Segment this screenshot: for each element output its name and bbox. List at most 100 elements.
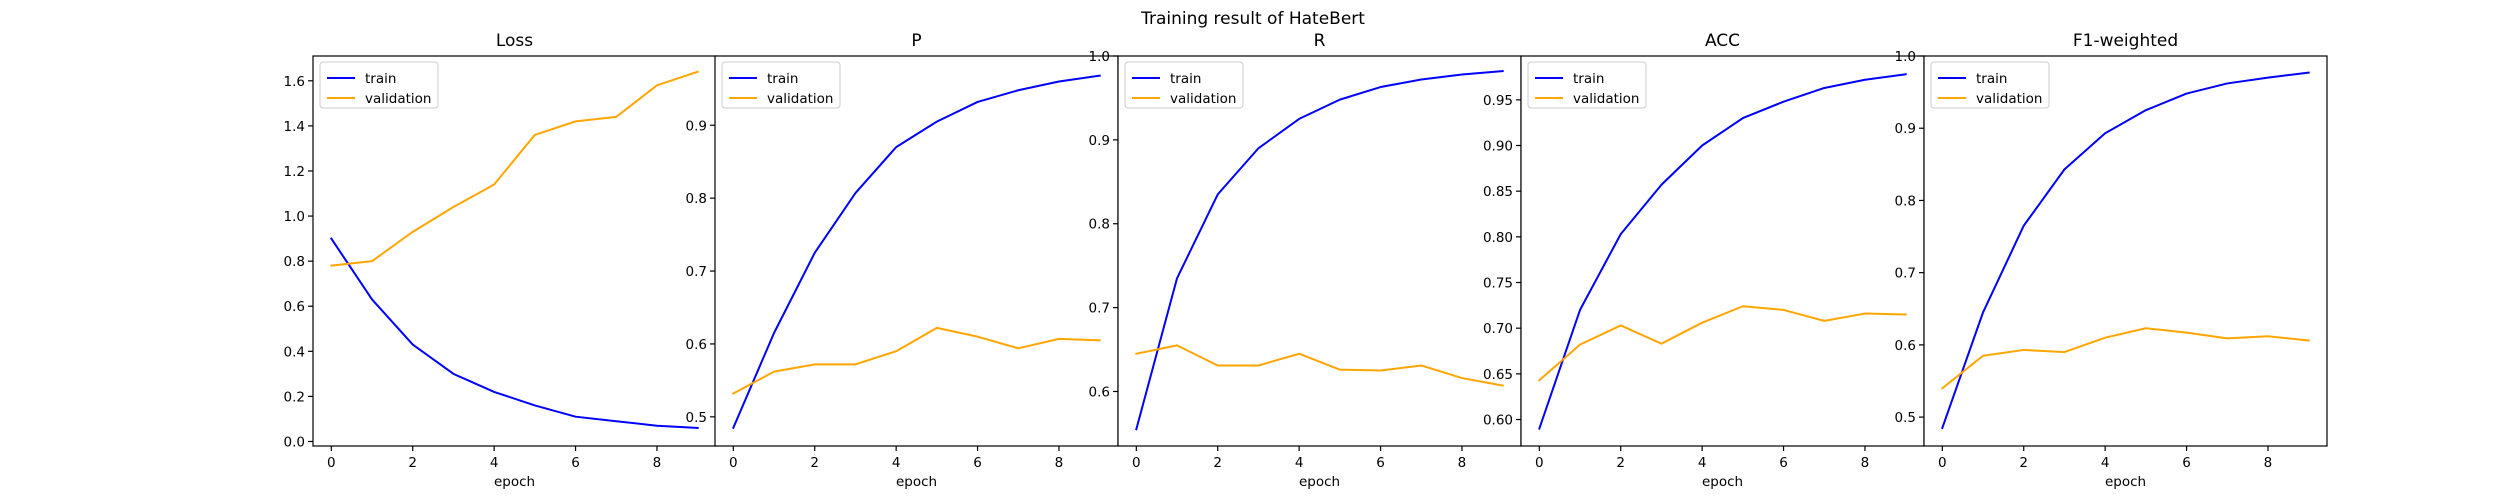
y-tick-label: 0.60 — [1483, 413, 1513, 429]
legend-box — [1124, 61, 1244, 109]
plot-area-acc — [1521, 56, 1924, 446]
x-tick-label: 4 — [1698, 455, 1707, 471]
y-tick-label: 0.8 — [1895, 193, 1916, 209]
series-line-validation-f1-weighted — [1940, 327, 2310, 390]
x-tick-label: 2 — [1616, 455, 1625, 471]
legend-loss: train validation — [319, 61, 439, 109]
x-tick-label: 2 — [810, 455, 819, 471]
y-tick-label: 1.4 — [284, 119, 305, 135]
legend-box — [721, 61, 841, 109]
x-tick-label: 2 — [1213, 455, 1222, 471]
x-tick-label: 4 — [892, 455, 901, 471]
subplot-title: Loss — [496, 31, 533, 51]
y-tick-label: 0.70 — [1483, 321, 1513, 337]
y-tick-label: 0.75 — [1483, 276, 1513, 292]
x-tick-label: 8 — [1458, 455, 1467, 471]
x-tick-label: 0 — [327, 455, 336, 471]
legend-box — [1527, 61, 1647, 109]
y-tick-label: 0.4 — [284, 344, 305, 360]
y-tick-label: 0.5 — [1895, 410, 1916, 426]
axes-frame-f1-weighted — [1923, 55, 2328, 447]
plot-area-f1-weighted — [1924, 56, 2327, 446]
x-axis-label: epoch — [1299, 474, 1340, 490]
y-tick-label: 0.80 — [1483, 230, 1513, 246]
y-tick-label: 0.7 — [686, 264, 707, 280]
figure-title: Training result of HateBert — [1140, 9, 1365, 29]
y-tick-label: 0.9 — [686, 118, 707, 134]
y-tick-label: 0.0 — [284, 434, 305, 450]
series-line-train-acc — [1538, 73, 1907, 430]
subplot-title: F1-weighted — [2073, 31, 2178, 51]
x-tick-label: 6 — [1779, 455, 1788, 471]
legend-label-train: train — [365, 71, 396, 87]
y-tick-label: 1.6 — [284, 74, 305, 90]
plot-area-p — [715, 56, 1118, 446]
y-tick-label: 0.6 — [686, 337, 707, 353]
plot-area-r — [1118, 56, 1521, 446]
legend-f1-weighted: train validation — [1930, 61, 2050, 109]
legend-label-train: train — [1573, 71, 1604, 87]
x-tick-label: 4 — [1295, 455, 1304, 471]
x-tick-label: 6 — [2182, 455, 2191, 471]
y-tick-label: 0.8 — [284, 254, 305, 270]
subplot-loss: 0 2 4 6 8 0.0 0.2 0.4 0.6 0.8 1.0 1.2 1.4 1.6 Loss epoc… — [284, 31, 717, 490]
legend-label-train: train — [1976, 71, 2007, 87]
y-tick-label: 0.85 — [1483, 184, 1513, 200]
series-line-validation-r — [1135, 344, 1504, 387]
y-tick-label: 0.8 — [1089, 217, 1110, 233]
x-tick-label: 8 — [1055, 455, 1064, 471]
subplot-f1-weighted: 0 2 4 6 8 0.5 0.6 0.7 0.8 0.9 1.0 F1-weighted epoch t… — [1895, 31, 2328, 490]
legend-acc: train validation — [1527, 61, 1647, 109]
y-tick-label: 1.2 — [284, 164, 305, 180]
x-tick-label: 4 — [490, 455, 499, 471]
x-tick-label: 8 — [653, 455, 662, 471]
legend-label-validation: validation — [365, 91, 431, 107]
y-tick-label: 0.6 — [284, 299, 305, 315]
series-line-validation-acc — [1537, 305, 1907, 382]
series-line-train-p — [732, 74, 1101, 430]
plot-area-loss — [313, 56, 716, 446]
legend-label-validation: validation — [1976, 91, 2042, 107]
x-tick-label: 6 — [1376, 455, 1385, 471]
series-line-train-loss — [329, 237, 699, 430]
y-tick-label: 0.6 — [1089, 384, 1110, 400]
subplot-title: ACC — [1705, 31, 1740, 51]
subplot-acc: 0 2 4 6 8 0.60 0.65 0.70 0.75 0.80 0.85 0.90 0.95 ACC… — [1483, 31, 1925, 490]
legend-p: train validation — [721, 61, 841, 109]
series-line-train-r — [1135, 70, 1504, 431]
series-line-validation-p — [731, 326, 1101, 395]
y-tick-label: 0.7 — [1089, 301, 1110, 317]
legend-label-validation: validation — [767, 91, 833, 107]
x-tick-label: 0 — [1535, 455, 1544, 471]
legend-label-train: train — [767, 71, 798, 87]
x-tick-label: 4 — [2101, 455, 2110, 471]
y-tick-label: 0.8 — [686, 191, 707, 207]
legend-label-validation: validation — [1573, 91, 1639, 107]
legend-label-train: train — [1170, 71, 1201, 87]
series-line-validation-loss — [330, 70, 699, 267]
subplot-title: R — [1314, 31, 1326, 51]
y-tick-label: 0.90 — [1483, 139, 1513, 155]
y-tick-label: 0.7 — [1895, 266, 1916, 282]
x-tick-label: 6 — [973, 455, 982, 471]
subplot-grid: 0 2 4 6 8 0.0 0.2 0.4 0.6 0.8 1.0 1.2 1.4 1.6 Loss epoc… — [284, 31, 2328, 490]
x-axis-label: epoch — [494, 474, 535, 490]
y-tick-label: 0.9 — [1895, 121, 1916, 137]
y-tick-label: 0.95 — [1483, 93, 1513, 109]
x-tick-label: 8 — [2264, 455, 2273, 471]
y-tick-label: 1.0 — [284, 209, 305, 225]
legend-box — [1930, 61, 2050, 109]
x-tick-label: 0 — [729, 455, 738, 471]
legend-label-validation: validation — [1170, 91, 1236, 107]
x-tick-label: 0 — [1132, 455, 1141, 471]
y-tick-label: 0.65 — [1483, 367, 1513, 383]
x-tick-label: 6 — [571, 455, 580, 471]
y-tick-label: 0.9 — [1089, 133, 1110, 149]
series-line-train-f1-weighted — [1941, 71, 2310, 430]
subplot-title: P — [911, 31, 921, 51]
y-tick-label: 0.5 — [686, 410, 707, 426]
y-tick-label: 1.0 — [1895, 49, 1916, 65]
